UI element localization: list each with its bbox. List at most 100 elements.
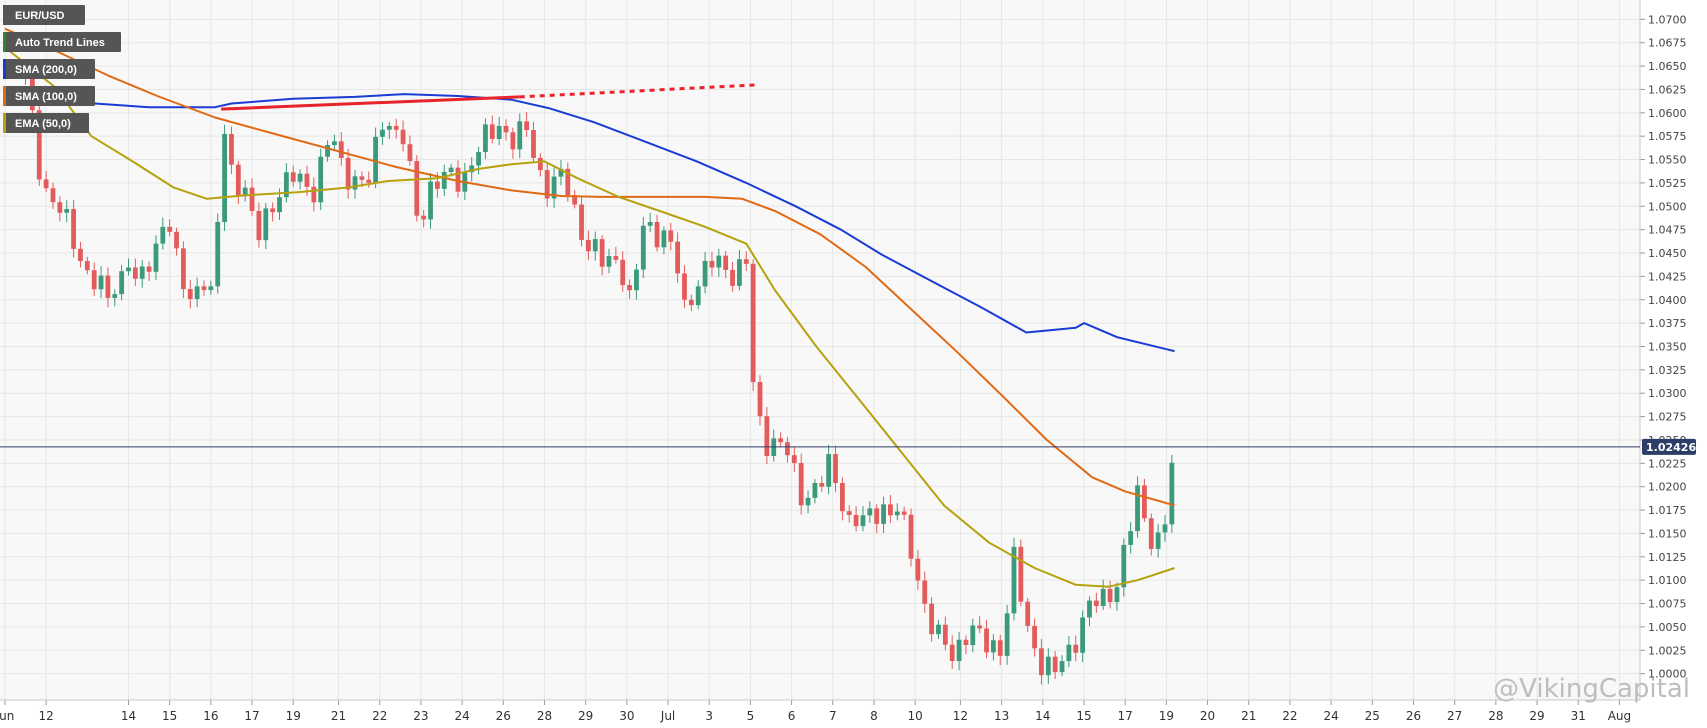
candle-body — [647, 221, 653, 226]
candle — [50, 182, 56, 209]
candle-body — [242, 187, 248, 197]
current-price-label: 1.02426 — [1646, 441, 1696, 454]
legend-item[interactable]: EUR/USD — [3, 5, 85, 25]
candle — [1135, 476, 1140, 538]
candle — [469, 157, 475, 182]
candle — [1087, 596, 1092, 627]
candle-body — [91, 270, 97, 290]
legend-item[interactable]: SMA (200,0) — [3, 59, 95, 79]
candle-body — [757, 382, 763, 417]
candle-body — [1128, 531, 1134, 545]
candle — [229, 126, 234, 174]
candle-body — [235, 164, 241, 197]
candle — [551, 167, 557, 208]
candle — [242, 180, 248, 202]
candle — [153, 235, 159, 281]
candle-body — [908, 514, 914, 559]
legend-item-box — [3, 59, 95, 79]
y-tick-label: 1.0575 — [1648, 130, 1687, 143]
candle — [730, 261, 735, 292]
candle-body — [1155, 532, 1161, 549]
candle-body — [586, 239, 591, 252]
candle — [716, 248, 722, 277]
legend-item-marker — [3, 5, 6, 25]
y-tick-label: 1.0025 — [1648, 644, 1687, 657]
candle-body — [544, 170, 550, 199]
legend-item[interactable]: Auto Trend Lines — [3, 32, 121, 52]
x-tick-label: 21 — [1241, 709, 1256, 723]
candle — [620, 251, 626, 292]
candle — [544, 163, 550, 207]
candle-body — [263, 208, 269, 241]
watermark: @VikingCapital — [1493, 674, 1690, 704]
candle — [757, 375, 763, 426]
candle-body — [737, 259, 742, 286]
candles — [23, 61, 1175, 685]
candle-body — [846, 511, 852, 515]
candle — [888, 495, 893, 523]
candle — [386, 121, 392, 139]
candle — [537, 153, 543, 177]
candle-body — [826, 454, 832, 487]
candle — [126, 258, 131, 276]
candle — [338, 132, 344, 166]
candle — [627, 279, 632, 299]
candle — [778, 432, 783, 447]
x-tick-label: 17 — [244, 709, 259, 723]
candle — [956, 631, 962, 671]
candle — [43, 170, 49, 193]
series-line — [4, 93, 1175, 353]
candle — [702, 252, 708, 294]
candle — [750, 259, 756, 392]
candle — [737, 249, 742, 291]
candle-body — [1045, 656, 1051, 676]
candle — [1128, 522, 1134, 554]
candle-body — [977, 625, 983, 629]
candle — [531, 122, 536, 162]
candle-body — [743, 259, 749, 264]
x-tick-label: 17 — [1118, 709, 1133, 723]
candle — [318, 148, 324, 211]
candle — [483, 118, 488, 160]
candle — [1093, 592, 1099, 613]
candle-body — [613, 256, 619, 260]
legend-item[interactable]: EMA (50,0) — [3, 113, 89, 133]
candle-body — [187, 289, 193, 300]
legend-item-label: SMA (200,0) — [15, 64, 77, 76]
x-tick-label: 27 — [1447, 709, 1462, 723]
candle — [78, 241, 83, 268]
candle-body — [132, 267, 138, 279]
candle-body — [579, 204, 584, 240]
candle — [984, 619, 989, 659]
current-price-tag — [1642, 438, 1696, 455]
candle-body — [716, 255, 722, 268]
candle-body — [380, 129, 385, 137]
candle — [311, 177, 317, 212]
x-tick-label: 13 — [994, 709, 1009, 723]
candle-body — [1080, 617, 1086, 653]
candle — [201, 280, 207, 296]
candle — [393, 118, 399, 139]
candle — [263, 203, 269, 250]
candle — [558, 159, 564, 186]
trend-lines — [221, 83, 759, 111]
candle-body — [1114, 587, 1120, 603]
candle-body — [318, 156, 324, 203]
legend: EUR/USD Auto Trend Lines SMA (200,0) SMA (1… — [3, 5, 121, 133]
candle — [1100, 579, 1106, 610]
candle — [139, 260, 145, 288]
candle-body — [888, 504, 893, 516]
candle-body — [901, 511, 907, 515]
candle-body — [359, 176, 365, 180]
candle-body — [1066, 644, 1072, 662]
candle-body — [730, 269, 735, 286]
candle — [1052, 651, 1058, 680]
candle — [1142, 478, 1147, 523]
candle — [400, 120, 406, 152]
candle — [325, 140, 330, 162]
candle — [572, 189, 578, 209]
candle — [1073, 635, 1079, 662]
legend-item[interactable]: SMA (100,0) — [3, 86, 95, 106]
candle — [132, 258, 138, 286]
candle — [421, 210, 427, 228]
